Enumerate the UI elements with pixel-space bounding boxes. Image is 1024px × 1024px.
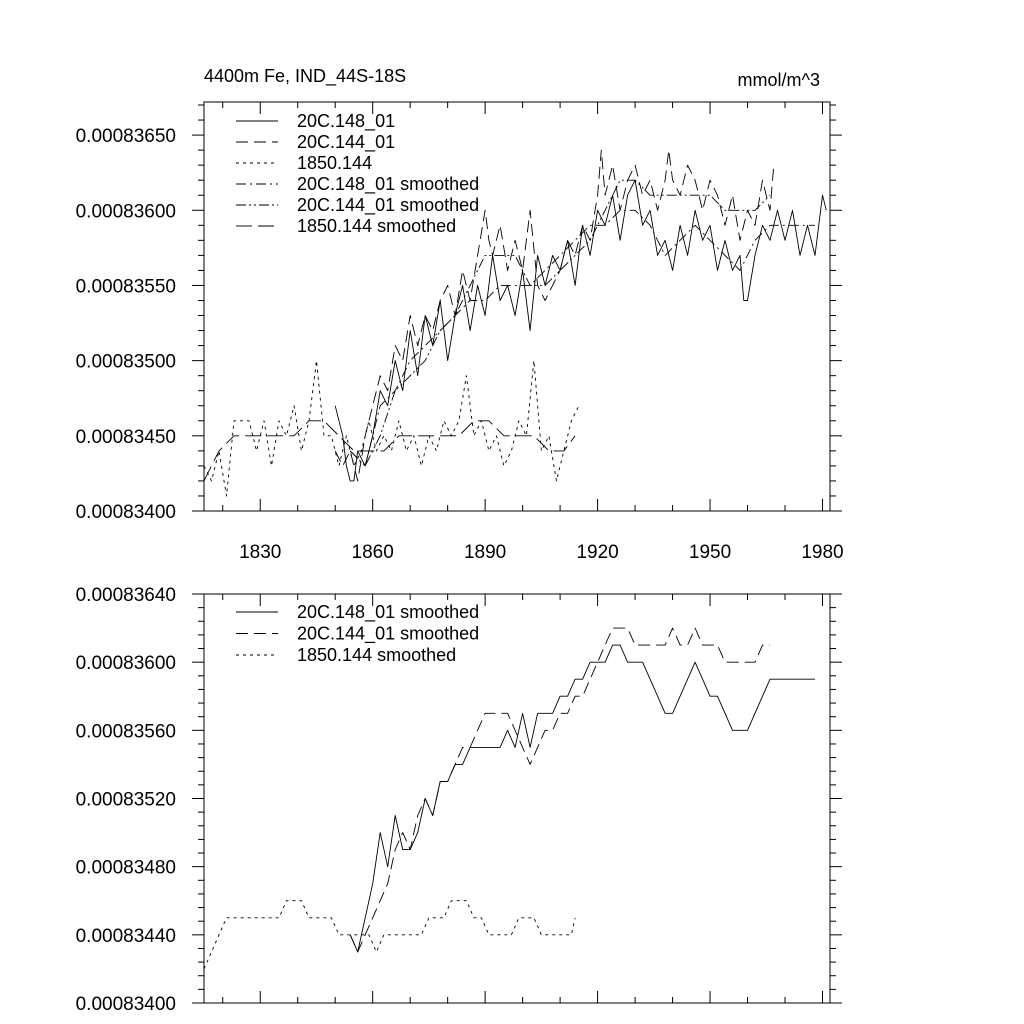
- series-line-1850-144-smoothed: [203, 900, 576, 970]
- legend-entry: 20C.148_01: [297, 111, 395, 132]
- series-line-20c-144-01: [334, 149, 775, 482]
- y-tick-label: 0.00083520: [76, 790, 176, 811]
- top-panel: 1830 1860 1890 1920 1950 1980 0.00083400 0.0008…: [76, 66, 844, 563]
- legend-entry: 1850.144 smoothed: [297, 216, 456, 236]
- y-tick-label: 0.00083480: [76, 858, 176, 879]
- y-tick-label: 0.00083650: [76, 126, 176, 147]
- y-tick-label: 0.00083600: [76, 201, 176, 222]
- series-line-20c-144-01-smoothed: [349, 627, 770, 953]
- y-tick-label: 0.00083600: [76, 653, 176, 674]
- x-tick-label: 1860: [352, 542, 394, 563]
- legend-entry: 20C.144_01 smoothed: [297, 195, 479, 216]
- y-tick-label: 0.00083450: [76, 427, 176, 448]
- series-line-1850-144-smoothed: [203, 420, 576, 482]
- y-tick-label: 0.00083400: [76, 502, 176, 523]
- legend-entry: 20C.148_01 smoothed: [297, 174, 479, 195]
- legend-entry: 20C.148_01 smoothed: [297, 602, 479, 623]
- series-line-20c-148-01-smoothed: [349, 209, 815, 467]
- chart-title: 4400m Fe, IND_44S-18S: [204, 66, 406, 87]
- y-tick-label: 0.00083550: [76, 276, 176, 297]
- series-line-20c-148-01: [334, 179, 827, 482]
- y-tick-label: 0.00083560: [76, 721, 176, 742]
- y-tick-label: 0.00083640: [76, 585, 176, 606]
- bottom-panel: 0.00083400 0.00083440 0.00083480 0.00083520…: [76, 585, 842, 1015]
- y-tick-label: 0.00083500: [76, 352, 176, 373]
- x-tick-label: 1890: [464, 542, 506, 563]
- series-line-1850-144: [203, 360, 580, 497]
- x-tick-label: 1980: [801, 542, 843, 563]
- y-tick-label: 0.00083400: [76, 994, 176, 1015]
- legend-entry: 1850.144: [297, 153, 372, 173]
- series-line-20c-148-01-smoothed: [349, 644, 815, 953]
- units-label: mmol/m^3: [738, 70, 820, 90]
- x-tick-label: 1830: [239, 542, 281, 563]
- legend-entry: 20C.144_01 smoothed: [297, 624, 479, 645]
- plot-frame: [203, 101, 831, 512]
- legend-entry: 20C.144_01: [297, 132, 395, 153]
- x-tick-label: 1950: [689, 542, 731, 563]
- x-tick-label: 1920: [576, 542, 618, 563]
- legend-entry: 1850.144 smoothed: [297, 645, 456, 665]
- y-tick-label: 0.00083440: [76, 926, 176, 947]
